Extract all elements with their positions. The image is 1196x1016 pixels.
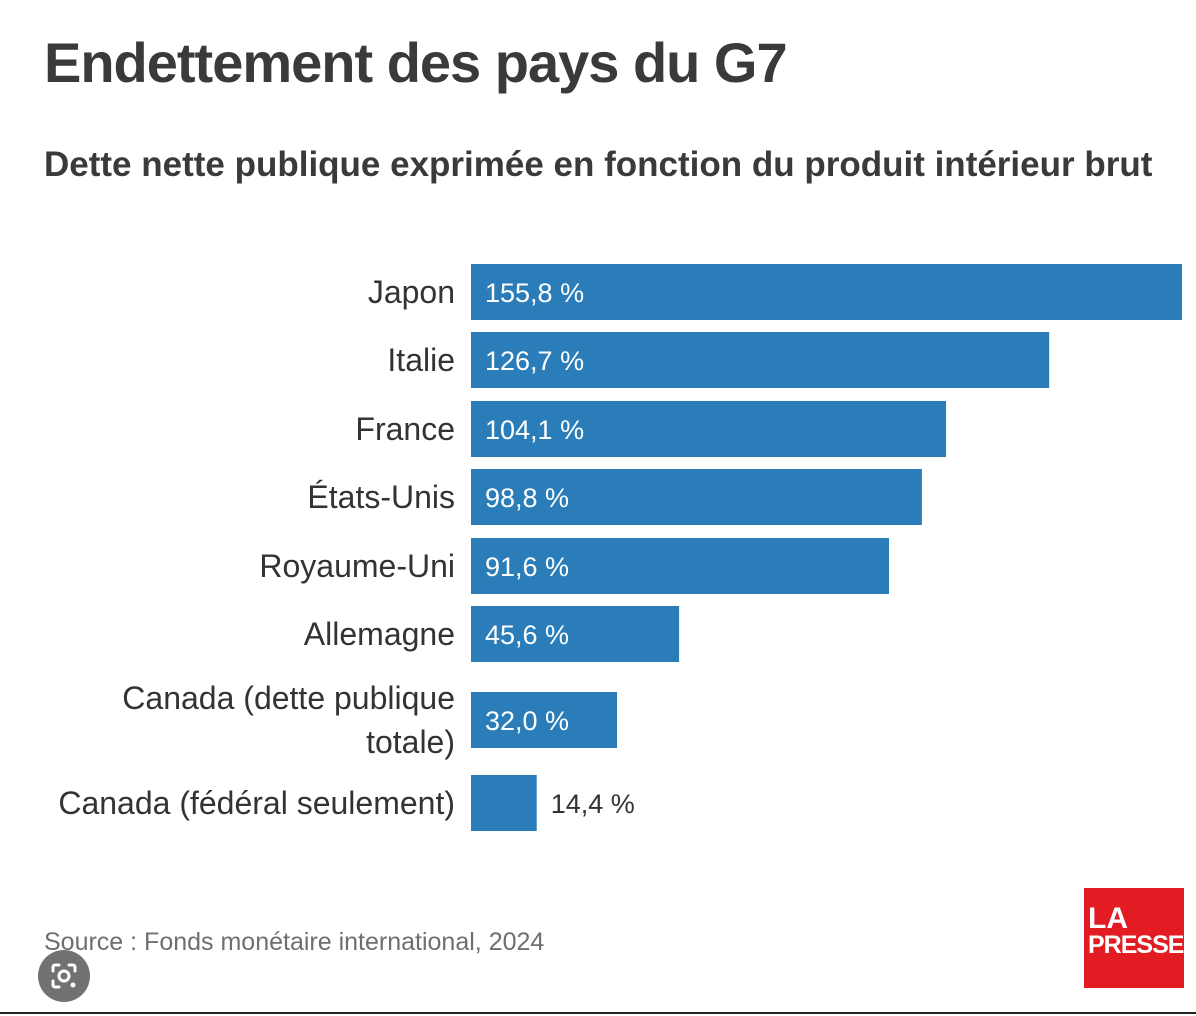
value-label-0: 155,8 %	[485, 278, 584, 308]
category-label-5: Allemagne	[304, 616, 455, 652]
bottom-divider	[0, 1012, 1196, 1014]
value-label-1: 126,7 %	[485, 346, 584, 376]
value-label-3: 98,8 %	[485, 483, 569, 513]
logo-line-2: PRESSE	[1088, 931, 1184, 959]
bar-4	[471, 538, 890, 594]
bar-0	[471, 264, 1182, 320]
bar-chart: 155,8 % Japon 126,7 % Italie 104,1 % France 98…	[58, 264, 1182, 831]
value-label-2: 104,1 %	[485, 415, 584, 445]
value-label-5: 45,6 %	[485, 620, 569, 650]
bar-6	[471, 692, 618, 748]
category-label-4: Royaume-Uni	[259, 548, 455, 584]
chart-subtitle: Dette nette publique exprimée en fonctio…	[44, 145, 1153, 184]
bar-7	[471, 775, 537, 831]
bar-5	[471, 606, 680, 662]
chart-title: Endettement des pays du G7	[44, 31, 788, 94]
category-label-6: Canada (dette publique totale)	[122, 680, 455, 760]
lens-search-icon[interactable]	[38, 950, 90, 1002]
source-note: Source : Fonds monétaire international, …	[44, 928, 545, 956]
value-label-6: 32,0 %	[485, 706, 569, 736]
la-presse-logo: LA PRESSE	[1084, 888, 1184, 988]
category-label-0: Japon	[368, 274, 455, 310]
value-label-4: 91,6 %	[485, 552, 569, 582]
bar-2	[471, 401, 947, 457]
category-label-2: France	[355, 411, 455, 447]
category-label-3: États-Unis	[307, 479, 455, 515]
bar-1	[471, 332, 1050, 388]
logo-line-1: LA	[1088, 902, 1128, 935]
category-label-7: Canada (fédéral seulement)	[58, 785, 455, 821]
bar-3	[471, 469, 922, 525]
lens-glyph	[51, 963, 77, 989]
value-label-7: 14,4 %	[551, 789, 635, 819]
category-label-1: Italie	[387, 342, 455, 378]
